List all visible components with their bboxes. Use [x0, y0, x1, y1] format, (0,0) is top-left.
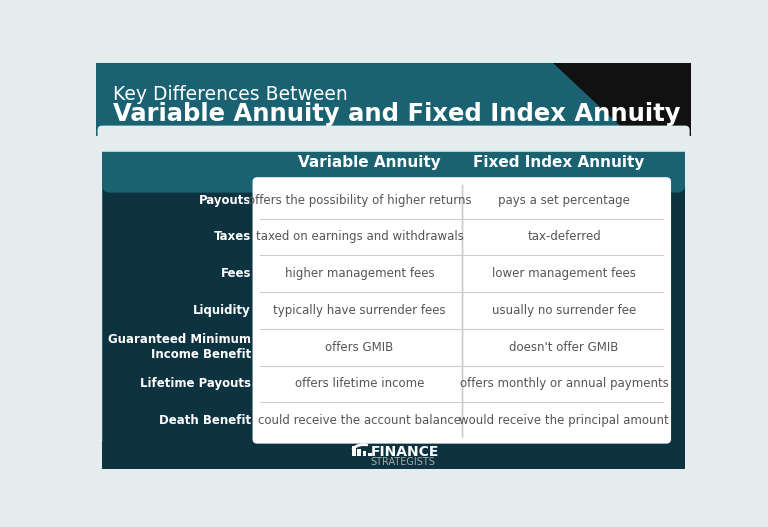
- Text: Liquidity: Liquidity: [194, 304, 251, 317]
- Text: Key Differences Between: Key Differences Between: [113, 85, 348, 104]
- Text: offers GMIB: offers GMIB: [326, 340, 394, 354]
- FancyBboxPatch shape: [102, 139, 685, 192]
- Bar: [357, 448, 361, 456]
- Text: could receive the account balance: could receive the account balance: [258, 414, 461, 427]
- Text: lower management fees: lower management fees: [492, 267, 636, 280]
- FancyBboxPatch shape: [98, 125, 690, 152]
- Text: Fixed Index Annuity: Fixed Index Annuity: [473, 155, 644, 170]
- Text: Taxes: Taxes: [214, 230, 251, 243]
- FancyBboxPatch shape: [253, 177, 671, 444]
- Text: higher management fees: higher management fees: [285, 267, 435, 280]
- Bar: [362, 451, 366, 456]
- Text: Fees: Fees: [220, 267, 251, 280]
- Text: offers lifetime income: offers lifetime income: [295, 377, 424, 391]
- Text: Variable Annuity: Variable Annuity: [298, 155, 441, 170]
- Text: FINANCE: FINANCE: [370, 445, 439, 460]
- Text: Payouts: Payouts: [199, 194, 251, 207]
- Text: taxed on earnings and withdrawals: taxed on earnings and withdrawals: [256, 230, 463, 243]
- Bar: [368, 453, 372, 456]
- Bar: [110, 175, 677, 187]
- Text: offers the possibility of higher returns: offers the possibility of higher returns: [248, 194, 472, 207]
- Bar: [96, 63, 691, 136]
- Text: offers monthly or annual payments: offers monthly or annual payments: [460, 377, 668, 391]
- Text: typically have surrender fees: typically have surrender fees: [273, 304, 445, 317]
- Text: STRATEGISTS: STRATEGISTS: [370, 457, 435, 467]
- Text: Lifetime Payouts: Lifetime Payouts: [140, 377, 251, 391]
- Text: Guaranteed Minimum
Income Benefit: Guaranteed Minimum Income Benefit: [108, 333, 251, 361]
- Bar: [352, 446, 356, 456]
- Text: doesn't offer GMIB: doesn't offer GMIB: [509, 340, 619, 354]
- Polygon shape: [553, 63, 691, 136]
- Text: would receive the principal amount: would receive the principal amount: [459, 414, 669, 427]
- Text: pays a set percentage: pays a set percentage: [498, 194, 630, 207]
- Text: usually no surrender fee: usually no surrender fee: [492, 304, 636, 317]
- Bar: [102, 441, 685, 469]
- Text: Death Benefit: Death Benefit: [159, 414, 251, 427]
- FancyBboxPatch shape: [102, 139, 685, 456]
- Text: tax-deferred: tax-deferred: [527, 230, 601, 243]
- Text: Variable Annuity and Fixed Index Annuity: Variable Annuity and Fixed Index Annuity: [113, 102, 680, 126]
